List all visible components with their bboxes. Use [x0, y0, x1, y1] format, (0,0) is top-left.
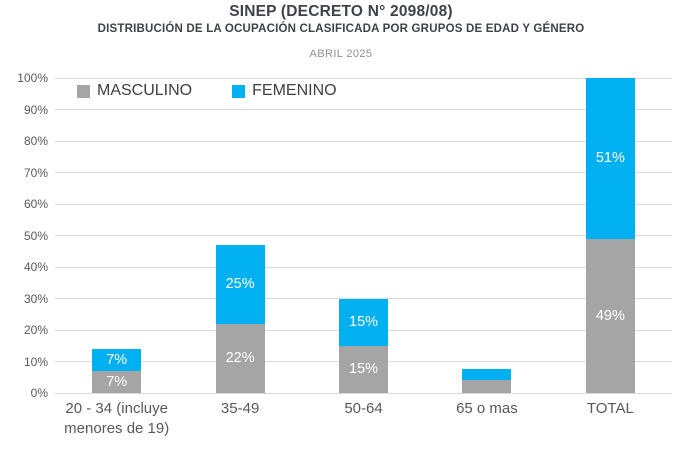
- stacked-bar[interactable]: 49% 51%: [585, 78, 635, 393]
- gridline: [55, 140, 672, 142]
- bar-segment-femenino[interactable]: 15%: [339, 298, 389, 346]
- chart-subtitle: DISTRIBUCIÓN DE LA OCUPACIÓN CLASIFICADA…: [97, 23, 585, 35]
- bar-segment-masculino[interactable]: 15%: [339, 345, 389, 393]
- data-label: 51%: [595, 150, 625, 167]
- plot-area: 7% 7% 22% 25% 15% 15% 49% 51% MASCULINO FEMENIN…: [55, 77, 672, 394]
- bar-segment-femenino[interactable]: 51%: [585, 78, 635, 239]
- gridline: [55, 266, 672, 268]
- legend-swatch-femenino: [232, 84, 246, 98]
- y-tick-label: 80%: [23, 134, 48, 148]
- y-tick-label: 40%: [23, 260, 48, 274]
- gridline: [55, 172, 672, 173]
- bar-segment-masculino[interactable]: [462, 380, 512, 393]
- legend-item-femenino[interactable]: FEMENINO: [232, 82, 337, 100]
- chart-period: ABRIL 2025: [309, 48, 373, 60]
- bar-column: 22% 25%: [178, 78, 301, 393]
- x-axis: 20 - 34 (incluye menores de 19) 35-49 50-6…: [55, 399, 672, 440]
- y-tick-label: 30%: [23, 291, 48, 306]
- y-tick-label: 90%: [23, 102, 48, 117]
- bar-segment-masculino[interactable]: 22%: [215, 323, 265, 393]
- y-tick-label: 10%: [23, 354, 48, 369]
- bar-column: 49% 51%: [549, 78, 672, 393]
- data-label: 7%: [106, 351, 128, 368]
- stacked-bar[interactable]: 15% 15%: [339, 298, 389, 393]
- plot-columns: 7% 7% 22% 25% 15% 15% 49% 51%: [55, 78, 672, 393]
- bar-segment-masculino[interactable]: 49%: [585, 238, 635, 393]
- legend-item-masculino[interactable]: MASCULINO: [77, 82, 192, 100]
- legend-label: MASCULINO: [97, 82, 193, 99]
- data-label: 22%: [225, 350, 255, 367]
- bar-segment-femenino[interactable]: 7%: [92, 348, 142, 371]
- gridline: [55, 77, 672, 79]
- x-tick-label: 20 - 34 (incluye menores de 19): [64, 400, 170, 438]
- gridline: [55, 109, 672, 110]
- x-tick-label: 35-49: [220, 400, 260, 417]
- legend: MASCULINO FEMENINO: [77, 82, 337, 100]
- gridline: [55, 392, 672, 394]
- data-label: 15%: [349, 314, 379, 331]
- y-axis: 0% 10% 20% 30% 40% 50% 60% 70% 80% 90% 100%: [0, 71, 48, 400]
- y-tick-label: 50%: [23, 228, 48, 243]
- x-tick-label: 50-64: [344, 400, 383, 417]
- bar-column: 7% 7%: [55, 78, 178, 393]
- chart-title: SINEP (DECRETO N° 2098/08): [229, 3, 453, 20]
- legend-label: FEMENINO: [252, 82, 337, 99]
- legend-swatch-masculino: [77, 84, 90, 98]
- y-tick-label: 100%: [17, 71, 48, 85]
- bar-column: 15% 15%: [302, 78, 425, 393]
- y-tick-label: 20%: [23, 323, 48, 337]
- stacked-bar[interactable]: 22% 25%: [215, 244, 265, 393]
- data-label: 25%: [225, 276, 255, 293]
- y-tick-label: 70%: [23, 165, 48, 180]
- data-label: 15%: [349, 361, 379, 378]
- bar-column: [425, 78, 548, 393]
- stacked-bar[interactable]: 7% 7%: [92, 348, 142, 393]
- data-label: 49%: [595, 307, 625, 324]
- bar-segment-masculino[interactable]: 7%: [92, 370, 142, 393]
- x-tick-label: 65 o mas: [456, 400, 518, 417]
- x-tick-label: TOTAL: [586, 400, 634, 417]
- gridline: [55, 235, 672, 236]
- y-tick-label: 0%: [30, 386, 48, 400]
- bar-segment-femenino[interactable]: [462, 369, 512, 381]
- gridline: [55, 203, 672, 205]
- data-label: 7%: [106, 373, 128, 390]
- stacked-bar[interactable]: [462, 369, 512, 393]
- bar-segment-femenino[interactable]: 25%: [215, 244, 265, 324]
- y-tick-label: 60%: [23, 197, 48, 211]
